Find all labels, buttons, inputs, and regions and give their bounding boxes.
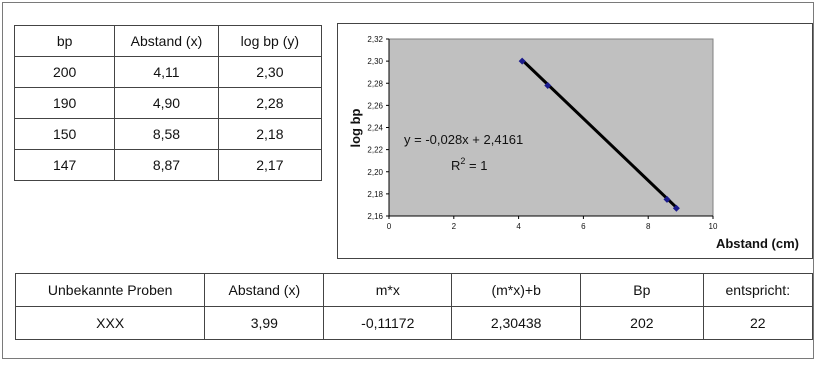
- y-tick-label: 2,20: [367, 168, 383, 177]
- y-tick-label: 2,22: [367, 146, 383, 155]
- cell-bp[interactable]: 190: [13, 87, 116, 119]
- x-axis-ticks: 0 2 4 6 8 10: [387, 216, 718, 231]
- cell-abstand[interactable]: 3,99: [204, 306, 325, 340]
- header-abstand: Abstand (x): [204, 273, 325, 307]
- table-row: 150 8,58 2,18: [13, 118, 323, 150]
- cell-bp[interactable]: 150: [13, 118, 116, 150]
- cell-m-x[interactable]: -0,11172: [323, 306, 453, 340]
- r2-suffix: = 1: [465, 158, 487, 173]
- table-row: 147 8,87 2,17: [13, 149, 323, 181]
- cell-entspricht[interactable]: 22: [702, 306, 814, 340]
- trendline-equation: y = -0,028x + 2,4161: [404, 132, 523, 147]
- header-abstand: Abstand (x): [114, 25, 219, 57]
- header-bp: bp: [13, 25, 116, 57]
- unknown-samples-table: Unbekannte Proben Abstand (x) m*x (m*x)+…: [14, 273, 814, 340]
- y-axis-title: log bp: [348, 108, 363, 147]
- y-axis-ticks: 2,16 2,18 2,20 2,22 2,24 2,26 2,28 2,30 2,32: [367, 35, 389, 221]
- y-tick-label: 2,16: [367, 212, 383, 221]
- header-m-x-plus-b: (m*x)+b: [451, 273, 582, 307]
- cell-abstand[interactable]: 8,87: [114, 149, 219, 181]
- y-tick-label: 2,24: [367, 124, 383, 133]
- data-point: [518, 57, 526, 65]
- scatter-chart: 2,16 2,18 2,20 2,22 2,24 2,26 2,28 2,30 2,32 0 2 4…: [348, 35, 799, 251]
- cell-bp[interactable]: 202: [580, 306, 704, 340]
- cell-sample-name[interactable]: XXX: [14, 306, 206, 340]
- table-row: XXX 3,99 -0,11172 2,30438 202 22: [14, 306, 814, 340]
- cell-bp[interactable]: 147: [13, 149, 116, 181]
- cell-log-bp[interactable]: 2,17: [217, 149, 323, 181]
- r-squared-label: R2 = 1: [451, 156, 487, 173]
- r2-superscript: 2: [460, 156, 465, 166]
- cell-log-bp[interactable]: 2,30: [217, 56, 323, 88]
- y-tick-label: 2,30: [367, 57, 383, 66]
- data-point: [672, 204, 680, 212]
- x-tick-label: 8: [646, 222, 651, 231]
- table-row: 190 4,90 2,28: [13, 87, 323, 119]
- data-point: [663, 195, 671, 203]
- plot-area: [388, 38, 714, 217]
- header-entspricht: entspricht:: [702, 273, 814, 307]
- table-row: 200 4,11 2,30: [13, 56, 323, 88]
- y-tick-label: 2,32: [367, 35, 383, 44]
- table-header-row: bp Abstand (x) log bp (y): [13, 25, 323, 57]
- x-tick-label: 0: [387, 222, 392, 231]
- x-tick-label: 10: [709, 222, 718, 231]
- cell-bp[interactable]: 200: [13, 56, 116, 88]
- header-unbekannte-proben: Unbekannte Proben: [14, 273, 206, 307]
- y-tick-label: 2,18: [367, 190, 383, 199]
- header-m-x: m*x: [323, 273, 453, 307]
- r2-prefix: R: [451, 158, 460, 173]
- header-log-bp: log bp (y): [217, 25, 323, 57]
- data-point: [544, 81, 552, 89]
- data-points: [518, 57, 680, 212]
- x-tick-label: 4: [516, 222, 521, 231]
- sheet-frame: [2, 2, 814, 359]
- y-tick-label: 2,26: [367, 101, 383, 110]
- x-axis-title: Abstand (cm): [716, 236, 799, 251]
- chart-area[interactable]: 2,16 2,18 2,20 2,22 2,24 2,26 2,28 2,30 2,32 0 2 4…: [337, 23, 813, 259]
- cell-abstand[interactable]: 4,90: [114, 87, 219, 119]
- cell-m-x-plus-b[interactable]: 2,30438: [451, 306, 582, 340]
- cell-abstand[interactable]: 8,58: [114, 118, 219, 150]
- x-tick-label: 2: [452, 222, 457, 231]
- y-tick-label: 2,28: [367, 79, 383, 88]
- x-tick-label: 6: [581, 222, 586, 231]
- table-header-row: Unbekannte Proben Abstand (x) m*x (m*x)+…: [14, 273, 814, 307]
- cell-abstand[interactable]: 4,11: [114, 56, 219, 88]
- cell-log-bp[interactable]: 2,18: [217, 118, 323, 150]
- header-bp: Bp: [580, 273, 704, 307]
- data-table: bp Abstand (x) log bp (y) 200 4,11 2,30 …: [13, 25, 323, 181]
- cell-log-bp[interactable]: 2,28: [217, 87, 323, 119]
